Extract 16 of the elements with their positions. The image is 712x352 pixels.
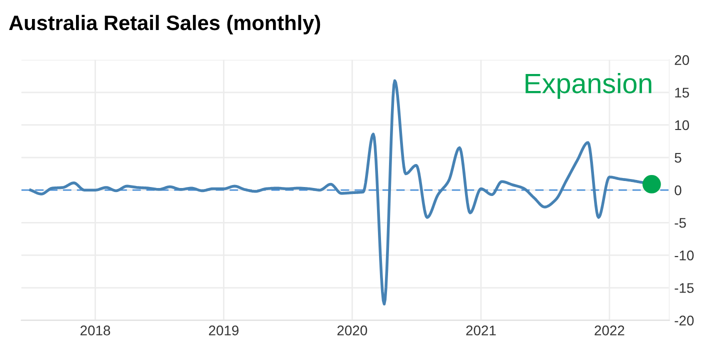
chart-title: Australia Retail Sales (monthly) [9, 14, 320, 34]
y-tick-label: -10 [674, 250, 694, 260]
y-tick-label: -15 [674, 283, 694, 293]
annotation: Expansion [526, 72, 652, 99]
y-tick-label: 15 [675, 88, 690, 98]
x-tick-label: 2021 [466, 326, 496, 336]
x-tick-label: 2020 [337, 326, 368, 336]
x-tick-label: 2018 [80, 326, 110, 336]
y-tick-label: 20 [674, 55, 690, 66]
y-tick-label: -5 [674, 218, 686, 228]
y-tick-label: 5 [674, 152, 682, 163]
y-tick-label: -20 [674, 316, 694, 326]
y-tick-label: 10 [675, 120, 690, 130]
x-tick-label: 2019 [208, 326, 239, 336]
x-tick-label: 2022 [594, 326, 624, 336]
y-tick-label: 0 [674, 185, 682, 196]
